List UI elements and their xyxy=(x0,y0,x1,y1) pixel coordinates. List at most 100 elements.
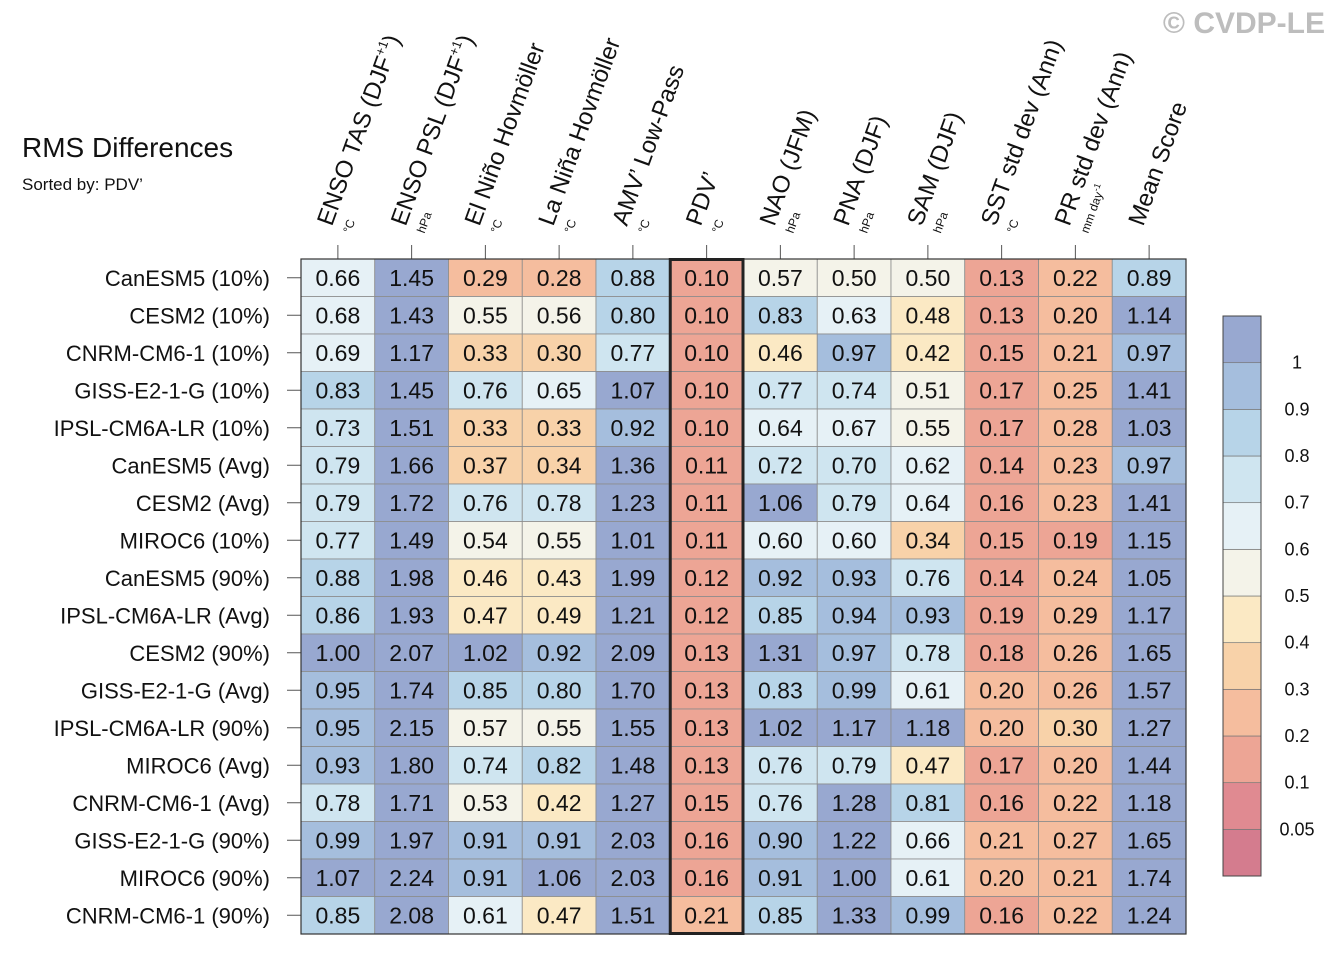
heatmap-cell xyxy=(374,558,449,597)
cell-value-label: 1.05 xyxy=(1127,565,1172,591)
cell-value-label: 0.19 xyxy=(979,602,1024,628)
cell-value-label: 0.22 xyxy=(1053,265,1098,291)
heatmap-cell xyxy=(595,408,671,447)
row-label: MIROC6 (90%) xyxy=(120,866,270,891)
heatmap-cell xyxy=(816,783,892,822)
cell-value-label: 0.11 xyxy=(685,527,728,553)
column-unit: hPa xyxy=(857,210,878,235)
row-label: CNRM-CM6-1 (Avg) xyxy=(72,791,270,816)
row-label: GISS-E2-1-G (90%) xyxy=(74,828,270,853)
cell-value-label: 0.74 xyxy=(832,377,877,403)
cell-value-label: 1.27 xyxy=(1127,715,1172,741)
cell-value-label: 0.57 xyxy=(758,265,803,291)
cell-value-label: 0.89 xyxy=(1127,265,1172,291)
heatmap-cell xyxy=(816,596,892,635)
row-label: IPSL-CM6A-LR (Avg) xyxy=(60,603,270,628)
heatmap-cell xyxy=(1038,633,1113,672)
heatmap-cell xyxy=(374,633,449,672)
heatmap-cell xyxy=(743,821,818,860)
cell-value-label: 1.22 xyxy=(832,827,877,853)
cell-value-label: 0.77 xyxy=(315,527,360,553)
cell-value-label: 1.17 xyxy=(1127,602,1172,628)
cell-value-label: 0.73 xyxy=(315,415,360,441)
column-header: PDV’°C xyxy=(681,168,727,234)
cell-value-label: 0.15 xyxy=(979,527,1024,553)
cell-value-label: 0.95 xyxy=(315,715,360,741)
cell-value-label: 1.41 xyxy=(1127,490,1172,516)
heatmap-cell xyxy=(1038,596,1113,635)
cell-value-label: 0.62 xyxy=(905,452,950,478)
heatmap-cell xyxy=(595,783,671,822)
colorbar-segment xyxy=(1222,455,1262,504)
heatmap-cell xyxy=(964,296,1039,335)
cell-value-label: 0.97 xyxy=(832,640,877,666)
cell-value-label: 0.94 xyxy=(832,602,877,628)
heatmap-cell xyxy=(743,483,818,522)
heatmap-cell xyxy=(964,521,1039,560)
cell-value-label: 0.95 xyxy=(315,677,360,703)
heatmap-cell xyxy=(595,708,671,747)
cell-value-label: 0.79 xyxy=(832,752,877,778)
cell-value-label: 2.15 xyxy=(389,715,434,741)
cell-value-label: 0.21 xyxy=(1053,340,1098,366)
cell-value-label: 0.86 xyxy=(315,602,360,628)
heatmap-cell xyxy=(816,483,892,522)
heatmap-cell xyxy=(448,708,523,747)
column-unit: °C xyxy=(1004,217,1022,235)
heatmap-cell xyxy=(964,558,1039,597)
heatmap-cell xyxy=(669,671,744,710)
heatmap-cell xyxy=(743,296,818,335)
cell-value-label: 0.99 xyxy=(315,827,360,853)
heatmap-cell xyxy=(300,821,376,860)
cell-value-label: 1.00 xyxy=(832,865,877,891)
heatmap-cell xyxy=(890,708,966,747)
heatmap-cell xyxy=(743,596,818,635)
heatmap-cell xyxy=(890,446,966,485)
heatmap-cell xyxy=(448,821,523,860)
cell-value-label: 0.21 xyxy=(1053,865,1098,891)
heatmap-cell xyxy=(374,858,449,897)
column-header: PNA (DJF)hPa xyxy=(828,112,893,235)
column-label: SST std dev (Ann) xyxy=(976,36,1068,229)
colorbar-segment xyxy=(1222,688,1262,737)
heatmap-cell xyxy=(964,483,1039,522)
cell-value-label: 2.24 xyxy=(389,865,434,891)
cell-value-label: 0.10 xyxy=(684,377,729,403)
heatmap-cell xyxy=(374,896,449,935)
cell-value-label: 0.23 xyxy=(1053,452,1098,478)
heatmap-cell xyxy=(816,558,892,597)
cell-value-label: 0.20 xyxy=(979,677,1024,703)
cell-value-label: 1.02 xyxy=(463,640,508,666)
cell-value-label: 0.26 xyxy=(1053,640,1098,666)
cell-value-label: 0.91 xyxy=(537,827,582,853)
cell-value-label: 0.26 xyxy=(1053,677,1098,703)
cell-value-label: 0.66 xyxy=(905,827,950,853)
column-unit: hPa xyxy=(414,210,435,235)
heatmap-cell xyxy=(1111,708,1187,747)
row-label: CNRM-CM6-1 (90%) xyxy=(66,903,270,928)
cell-value-label: 0.97 xyxy=(832,340,877,366)
heatmap-cell xyxy=(743,258,818,297)
colorbar-segment xyxy=(1222,735,1262,784)
cell-value-label: 0.83 xyxy=(758,677,803,703)
cell-value-label: 0.54 xyxy=(463,527,508,553)
heatmap-cell xyxy=(743,708,818,747)
cell-value-label: 0.60 xyxy=(832,527,877,553)
cell-value-label: 0.78 xyxy=(905,640,950,666)
heatmap-cell xyxy=(448,558,523,597)
cell-value-label: 0.79 xyxy=(315,452,360,478)
cell-value-label: 0.42 xyxy=(905,340,950,366)
colorbar-segment xyxy=(1222,595,1262,644)
column-unit: °C xyxy=(562,217,580,235)
cell-value-label: 0.24 xyxy=(1053,565,1098,591)
heatmap-cell xyxy=(521,821,597,860)
cell-value-label: 0.55 xyxy=(537,527,582,553)
heatmap-cell xyxy=(374,821,449,860)
cell-value-label: 0.46 xyxy=(758,340,803,366)
heatmap-cell xyxy=(374,596,449,635)
cell-value-label: 0.90 xyxy=(758,827,803,853)
heatmap-cell xyxy=(743,633,818,672)
heatmap-cell xyxy=(300,258,376,297)
colorbar-tick-label: 0.1 xyxy=(1284,773,1309,793)
cell-value-label: 0.10 xyxy=(684,265,729,291)
